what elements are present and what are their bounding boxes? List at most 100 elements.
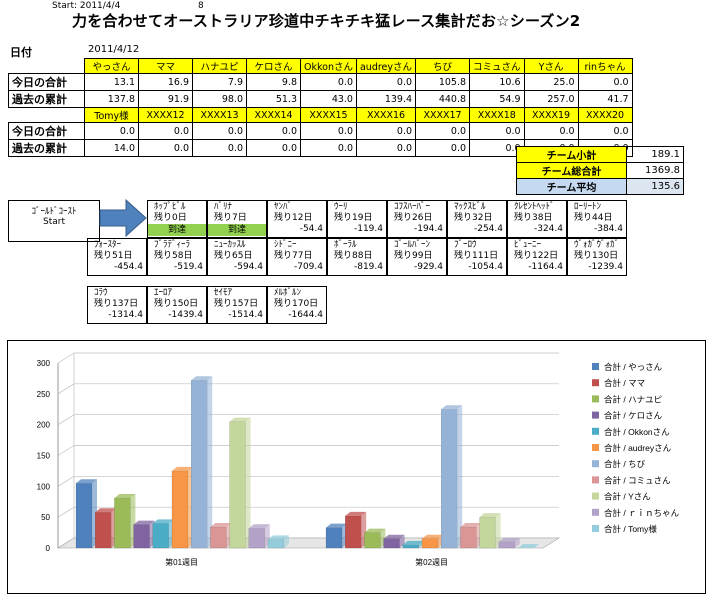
route-start-sub: Start (43, 217, 65, 227)
route-stop: ﾔﾝﾊﾞ 残り12日 -54.4 (267, 200, 327, 238)
stop-days-remaining: 残り26日 (394, 213, 433, 223)
stop-days-remaining: 残り111日 (454, 251, 499, 261)
team-subtotal-value: 189.1 (626, 146, 684, 163)
bar-top (364, 528, 386, 533)
member-name: XXXX19 (523, 107, 579, 123)
member-name: ママ (138, 58, 193, 74)
bar-top (345, 511, 367, 516)
legend-swatch (592, 508, 599, 516)
depth-gridline (57, 445, 75, 456)
member-name: XXXX20 (577, 107, 633, 123)
stop-name: ﾊﾞﾘﾅ (214, 202, 233, 212)
stop-days-remaining: 残り122日 (514, 251, 559, 261)
team-subtotal-label: チーム小計 (516, 146, 627, 163)
score-cell: 0.0 (355, 73, 417, 91)
route-stop: ﾏｯｸｽﾋﾞﾙ 残り32日 -254.4 (447, 200, 507, 238)
stop-name: ｴｰﾛｱ (154, 288, 173, 298)
score-cell: 25.0 (523, 73, 579, 91)
stop-name: ﾌﾞｰﾛｳ (454, 240, 477, 250)
bar (479, 516, 496, 549)
count-value: 8 (198, 1, 204, 11)
stop-name: ﾆｭｰｶｯｽﾙ (214, 240, 246, 250)
score-cell: 9.8 (246, 73, 301, 91)
legend-swatch (592, 444, 599, 451)
route-stop: ﾒﾙﾎﾞﾙﾝ 残り170日 -1644.4 (267, 286, 327, 324)
stop-name: ﾎｯﾌﾟﾋﾞﾙ (154, 202, 186, 212)
legend-label: 合計 / ｒｉｎちゃん (604, 508, 680, 518)
stop-name: ﾏｯｸｽﾋﾞﾙ (454, 202, 486, 212)
score-cell: 0.0 (84, 122, 139, 140)
bar (498, 541, 515, 549)
legend-label: 合計 / コミュさん (604, 475, 671, 485)
bar (133, 524, 150, 549)
member-name: XXXX13 (192, 107, 247, 123)
score-cell: 7.9 (192, 73, 247, 91)
date-label: 日付 (10, 46, 32, 59)
depth-gridline (57, 506, 75, 518)
stop-name: ｺﾞｰﾙﾊﾞｰﾝ (394, 240, 431, 250)
y-tick-label: 0 (46, 544, 51, 553)
score-cell: 0.0 (300, 73, 357, 91)
bar (94, 512, 112, 549)
row-label: 今日の合計 (8, 122, 85, 140)
member-name: XXXX16 (355, 107, 417, 123)
x-category-label: 第02週目 (415, 557, 448, 567)
score-cell: 440.8 (415, 90, 471, 108)
member-name: Yさん (523, 58, 579, 74)
score-cell: 0.0 (138, 122, 193, 140)
score-cell: 16.9 (138, 73, 193, 91)
score-cell: 0.0 (415, 122, 471, 140)
bar-top (210, 523, 232, 528)
legend-swatch (592, 460, 599, 468)
stop-days-remaining: 残り137日 (94, 299, 139, 309)
bar-top (518, 544, 539, 548)
stop-days-remaining: 残り65日 (214, 251, 253, 261)
bar-side (514, 537, 520, 548)
score-cell: 0.0 (523, 122, 579, 140)
date-value: 2011/4/12 (88, 44, 140, 55)
bar (248, 528, 266, 549)
stop-days-remaining: 残り19日 (334, 213, 373, 223)
header-spacer (9, 59, 85, 74)
bar-side (284, 535, 289, 548)
y-tick-label: 50 (41, 513, 50, 522)
stop-name: ﾌｫｰｽﾀｰ (94, 240, 122, 250)
stop-name: ﾛｰﾘｰﾄﾝ (574, 202, 602, 212)
row-label: 過去の累計 (8, 90, 85, 108)
member-name: Tomy様 (84, 107, 139, 123)
member-name: audreyさん (355, 58, 417, 74)
route-arrow-icon (99, 198, 147, 238)
score-cell: 0.0 (577, 73, 633, 91)
legend-label: 合計 / ちび (604, 459, 646, 469)
route-stop: ｺﾗｳ 残り137日 -1314.4 (87, 286, 147, 324)
bar-top (460, 523, 482, 528)
bar (229, 421, 246, 549)
stop-distance-value: -324.4 (533, 224, 563, 234)
stop-distance-value: -1054.4 (468, 262, 503, 272)
stop-name: ｾｲﾓｱ (214, 288, 233, 298)
route-start-name: ｺﾞｰﾙﾄﾞｺｰｽﾄ (31, 207, 77, 217)
bar-top (326, 523, 347, 528)
member-name: rinちゃん (577, 58, 633, 74)
bar (421, 538, 439, 549)
route-stop: ﾛｰﾘｰﾄﾝ 残り44日 -384.4 (567, 200, 627, 238)
score-cell: 0.0 (192, 139, 247, 157)
route-stop: ｴｰﾛｱ 残り150日 -1439.4 (147, 286, 207, 324)
legend-label: 合計 / ハナユピ (604, 394, 662, 404)
score-cell: 0.0 (300, 122, 357, 140)
bar (460, 526, 477, 549)
stop-name: ｺﾗｳ (94, 288, 108, 298)
bar-top (133, 520, 155, 525)
route-stop: ﾎﾞｰﾗﾙ 残り88日 -819.4 (327, 238, 387, 276)
route-start-box: ｺﾞｰﾙﾄﾞｺｰｽﾄ Start (8, 200, 100, 242)
stop-days-remaining: 残り12日 (274, 213, 313, 223)
stop-distance-value: -1164.4 (528, 262, 563, 272)
bar-top (422, 534, 443, 539)
team-total-label: チーム総合計 (516, 162, 627, 179)
row-label: 過去の累計 (8, 139, 85, 157)
bar (210, 526, 227, 549)
score-cell: 54.9 (469, 90, 525, 108)
stop-days-remaining: 残り88日 (334, 251, 373, 261)
route-stop: ﾆｭｰｶｯｽﾙ 残り65日 -594.4 (207, 238, 267, 276)
stop-days-remaining: 残り77日 (274, 251, 313, 261)
